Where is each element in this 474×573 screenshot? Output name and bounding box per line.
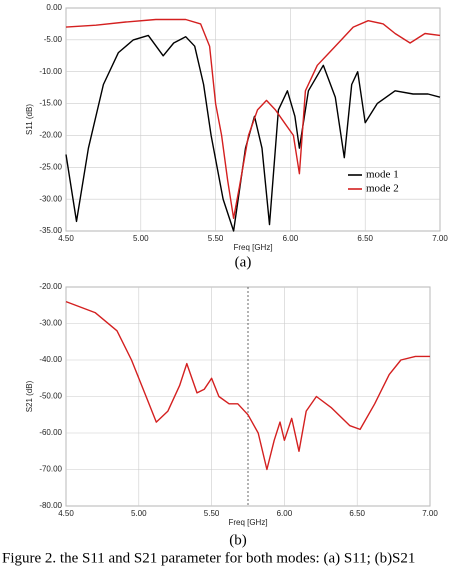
x-tick-label: 4.50 xyxy=(58,234,74,243)
chart: -20.00 -30.00 -40.00 -50.00 -60.00 -70.00 -80.… xyxy=(25,282,438,548)
y-tick-label: -25.00 xyxy=(39,162,62,171)
chart: 0.00 -5.00 -10.00 -15.00 -20.00 -25.00 -30.00 -… xyxy=(25,3,448,270)
series-line xyxy=(65,300,430,471)
x-tick-label: 7.00 xyxy=(422,509,438,518)
y-tick-label: -10.00 xyxy=(39,67,62,76)
y-tick-label: -40.00 xyxy=(39,355,62,364)
series-line xyxy=(65,34,441,232)
figure-caption: Figure 2. the S11 and S21 parameter for … xyxy=(2,550,415,566)
x-tick-label: 6.50 xyxy=(349,509,365,518)
y-axis-label: S21 (dB) xyxy=(25,380,34,412)
chart-caption: (a) xyxy=(235,254,252,270)
y-axis-label: S11 (dB) xyxy=(25,104,34,135)
x-tick-label: 6.00 xyxy=(283,234,299,243)
x-axis-label: Freq [GHz] xyxy=(228,518,267,527)
legend-label: mode 2 xyxy=(366,183,399,195)
x-axis-label: Freq [GHz] xyxy=(233,243,272,252)
chart-caption: (b) xyxy=(229,532,247,548)
y-tick-label: -5.00 xyxy=(44,35,63,44)
y-tick-label: 0.00 xyxy=(46,3,62,12)
x-tick-label: 5.00 xyxy=(133,234,149,243)
y-tick-label: -20.00 xyxy=(39,282,62,291)
y-tick-label: -35.00 xyxy=(39,226,62,235)
y-tick-label: -50.00 xyxy=(39,392,62,401)
y-tick-label: -15.00 xyxy=(39,99,62,108)
y-tick-label: -20.00 xyxy=(39,131,62,140)
x-tick-label: 6.50 xyxy=(357,234,373,243)
y-tick-label: -30.00 xyxy=(39,194,62,203)
y-tick-label: -60.00 xyxy=(39,428,62,437)
x-tick-label: 4.50 xyxy=(58,509,74,518)
x-tick-label: 5.00 xyxy=(131,509,147,518)
y-tick-label: -80.00 xyxy=(39,501,62,510)
series-line xyxy=(65,18,441,219)
y-tick-label: -70.00 xyxy=(39,465,62,474)
y-tick-label: -30.00 xyxy=(39,319,62,328)
x-tick-label: 5.50 xyxy=(204,509,220,518)
x-tick-label: 6.00 xyxy=(277,509,293,518)
legend-label: mode 1 xyxy=(366,169,399,181)
x-tick-label: 7.00 xyxy=(432,234,448,243)
x-tick-label: 5.50 xyxy=(208,234,224,243)
